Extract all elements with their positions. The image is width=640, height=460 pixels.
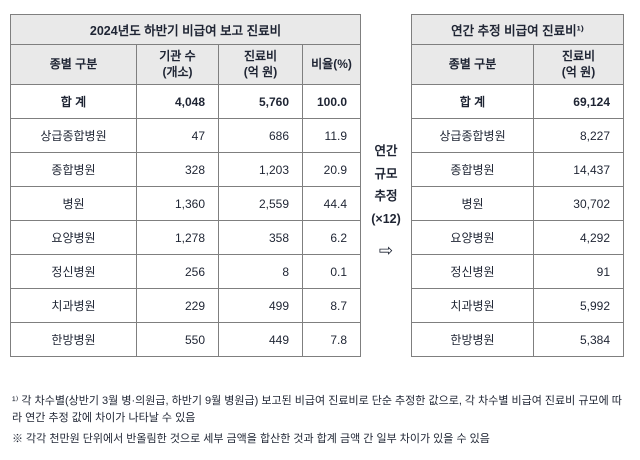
row-ratio: 8.7 bbox=[302, 288, 361, 323]
right-col-cost-line2: (억 원) bbox=[561, 64, 596, 79]
row-cost: 686 bbox=[218, 118, 303, 153]
row-category: 정신병원 bbox=[10, 254, 137, 289]
row-cost: 4,292 bbox=[533, 220, 624, 255]
row-cost: 8 bbox=[218, 254, 303, 289]
right-col-cost-line1: 진료비 bbox=[561, 48, 596, 63]
left-col-cost-line1: 진료비 bbox=[243, 48, 278, 63]
row-cost: 1,203 bbox=[218, 152, 303, 187]
row-ratio: 20.9 bbox=[302, 152, 361, 187]
report-figure: 2024년도 하반기 비급여 보고 진료비 종별 구분 기관 수 (개소) 진료… bbox=[10, 14, 624, 357]
table-row: 상급종합병원 47 686 11.9 bbox=[10, 118, 361, 153]
row-category: 요양병원 bbox=[10, 220, 137, 255]
left-col-cost: 진료비 (억 원) bbox=[218, 44, 303, 85]
row-cost: 8,227 bbox=[533, 118, 624, 153]
left-col-count-line2: (개소) bbox=[162, 64, 193, 79]
right-table-title-row: 연간 추정 비급여 진료비¹⁾ bbox=[411, 14, 624, 45]
row-category: 병원 bbox=[411, 186, 534, 221]
annotation-line-2: 규모 bbox=[374, 166, 398, 181]
left-table: 2024년도 하반기 비급여 보고 진료비 종별 구분 기관 수 (개소) 진료… bbox=[10, 14, 361, 357]
left-col-category: 종별 구분 bbox=[10, 44, 137, 85]
row-cost: 449 bbox=[218, 322, 303, 357]
table-row: 정신병원 256 8 0.1 bbox=[10, 254, 361, 289]
right-col-category: 종별 구분 bbox=[411, 44, 534, 85]
annotation-line-4: (×12) bbox=[371, 211, 401, 226]
row-count: 550 bbox=[136, 322, 219, 357]
row-ratio: 0.1 bbox=[302, 254, 361, 289]
row-category: 종합병원 bbox=[411, 152, 534, 187]
total-cost: 69,124 bbox=[533, 84, 624, 119]
right-table-header-row: 종별 구분 진료비 (억 원) bbox=[411, 44, 624, 85]
row-category: 정신병원 bbox=[411, 254, 534, 289]
table-row: 상급종합병원 8,227 bbox=[411, 118, 624, 153]
total-label: 합 계 bbox=[411, 84, 534, 119]
left-total-row: 합 계 4,048 5,760 100.0 bbox=[10, 84, 361, 119]
left-col-count-line1: 기관 수 bbox=[159, 48, 196, 63]
row-ratio: 7.8 bbox=[302, 322, 361, 357]
table-row: 정신병원 91 bbox=[411, 254, 624, 289]
table-row: 치과병원 229 499 8.7 bbox=[10, 288, 361, 323]
row-category: 상급종합병원 bbox=[10, 118, 137, 153]
left-table-title: 2024년도 하반기 비급여 보고 진료비 bbox=[10, 14, 361, 45]
row-count: 229 bbox=[136, 288, 219, 323]
row-cost: 2,559 bbox=[218, 186, 303, 221]
left-col-cost-line2: (억 원) bbox=[243, 64, 278, 79]
row-category: 상급종합병원 bbox=[411, 118, 534, 153]
total-count: 4,048 bbox=[136, 84, 219, 119]
row-cost: 499 bbox=[218, 288, 303, 323]
table-row: 병원 1,360 2,559 44.4 bbox=[10, 186, 361, 221]
table-row: 병원 30,702 bbox=[411, 186, 624, 221]
row-category: 치과병원 bbox=[10, 288, 137, 323]
row-cost: 5,384 bbox=[533, 322, 624, 357]
footnote-1: ¹⁾ 각 차수별(상반기 3월 병·의원급, 하반기 9월 병원급) 보고된 비… bbox=[12, 395, 622, 425]
row-count: 328 bbox=[136, 152, 219, 187]
annual-estimate-annotation: 연간 규모 추정 (×12) ⇨ bbox=[361, 14, 411, 259]
right-total-row: 합 계 69,124 bbox=[411, 84, 624, 119]
table-row: 치과병원 5,992 bbox=[411, 288, 624, 323]
row-category: 치과병원 bbox=[411, 288, 534, 323]
right-table: 연간 추정 비급여 진료비¹⁾ 종별 구분 진료비 (억 원) 합 계 69,1… bbox=[411, 14, 624, 357]
row-count: 47 bbox=[136, 118, 219, 153]
row-category: 요양병원 bbox=[411, 220, 534, 255]
left-table-title-row: 2024년도 하반기 비급여 보고 진료비 bbox=[10, 14, 361, 45]
row-cost: 91 bbox=[533, 254, 624, 289]
right-arrow-icon: ⇨ bbox=[378, 241, 394, 260]
row-category: 병원 bbox=[10, 186, 137, 221]
row-cost: 358 bbox=[218, 220, 303, 255]
table-row: 요양병원 1,278 358 6.2 bbox=[10, 220, 361, 255]
row-count: 1,360 bbox=[136, 186, 219, 221]
table-row: 한방병원 5,384 bbox=[411, 322, 624, 357]
row-cost: 30,702 bbox=[533, 186, 624, 221]
right-table-title: 연간 추정 비급여 진료비¹⁾ bbox=[411, 14, 624, 45]
table-row: 종합병원 328 1,203 20.9 bbox=[10, 152, 361, 187]
row-category: 한방병원 bbox=[411, 322, 534, 357]
total-cost: 5,760 bbox=[218, 84, 303, 119]
annotation-line-1: 연간 bbox=[374, 144, 398, 158]
table-row: 요양병원 4,292 bbox=[411, 220, 624, 255]
row-category: 종합병원 bbox=[10, 152, 137, 187]
annotation-line-3: 추정 bbox=[374, 189, 398, 203]
left-col-ratio: 비율(%) bbox=[302, 44, 361, 85]
right-col-cost: 진료비 (억 원) bbox=[533, 44, 624, 85]
footnote-2: ※ 각각 천만원 단위에서 반올림한 것으로 세부 금액을 합산한 것과 합계 … bbox=[12, 433, 490, 446]
row-count: 256 bbox=[136, 254, 219, 289]
footnotes: ¹⁾ 각 차수별(상반기 3월 병·의원급, 하반기 9월 병원급) 보고된 비… bbox=[0, 393, 640, 448]
row-ratio: 44.4 bbox=[302, 186, 361, 221]
row-ratio: 6.2 bbox=[302, 220, 361, 255]
row-count: 1,278 bbox=[136, 220, 219, 255]
annotation-text: 연간 규모 추정 (×12) bbox=[371, 140, 401, 230]
row-cost: 14,437 bbox=[533, 152, 624, 187]
left-table-header-row: 종별 구분 기관 수 (개소) 진료비 (억 원) 비율(%) bbox=[10, 44, 361, 85]
row-category: 한방병원 bbox=[10, 322, 137, 357]
table-row: 한방병원 550 449 7.8 bbox=[10, 322, 361, 357]
left-col-count: 기관 수 (개소) bbox=[136, 44, 219, 85]
row-cost: 5,992 bbox=[533, 288, 624, 323]
table-row: 종합병원 14,437 bbox=[411, 152, 624, 187]
row-ratio: 11.9 bbox=[302, 118, 361, 153]
total-ratio: 100.0 bbox=[302, 84, 361, 119]
total-label: 합 계 bbox=[10, 84, 137, 119]
